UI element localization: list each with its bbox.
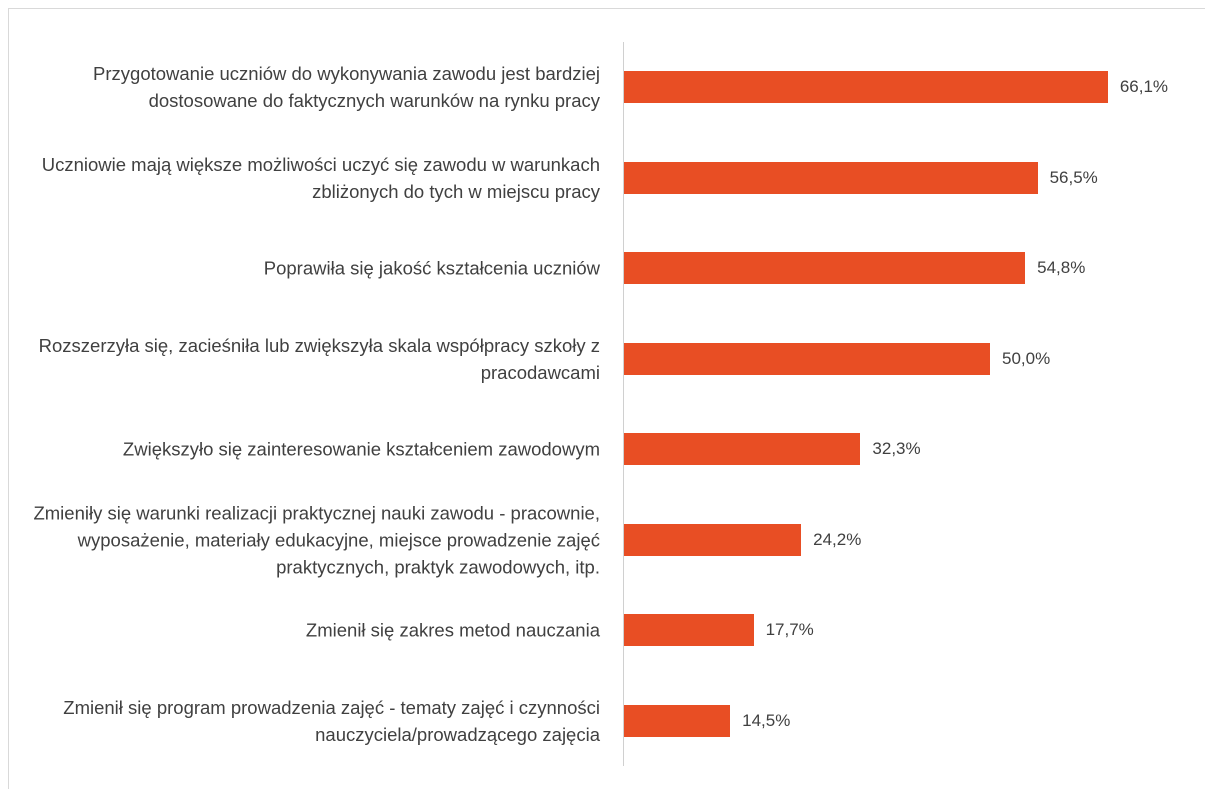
- bar: [624, 704, 731, 737]
- value-label: 14,5%: [742, 710, 791, 730]
- bar: [624, 252, 1026, 284]
- value-label: 24,2%: [813, 529, 862, 549]
- category-label: Rozszerzyła się, zacieśniła lub zwiększy…: [38, 334, 600, 383]
- chart: [8, 8, 1205, 789]
- bar: [624, 433, 861, 465]
- category-axis: [623, 42, 624, 766]
- value-label: 17,7%: [765, 620, 814, 639]
- value-label: 32,3%: [872, 439, 921, 458]
- category-label: Zmienił się program prowadzenia zajęć - …: [63, 696, 600, 745]
- category-label: Zmienił się zakres metod nauczania: [305, 619, 600, 641]
- category-label: Zwiększyło się zainteresowanie kształcen…: [122, 438, 600, 460]
- value-label: 66,1%: [1119, 77, 1169, 96]
- category-label: Poprawiła się jakość kształcenia uczniów: [263, 257, 600, 279]
- bar: [624, 71, 1108, 103]
- category-label: Zmieniły się warunki realizacji praktycz…: [33, 502, 600, 577]
- bar: [624, 614, 754, 646]
- category-label: Uczniowie mają większe możliwości uczyć …: [41, 153, 600, 202]
- category-label: Przygotowanie uczniów do wykonywania zaw…: [93, 63, 600, 111]
- value-label: 56,5%: [1049, 167, 1098, 187]
- bar: [624, 523, 802, 556]
- bar: [624, 342, 990, 375]
- value-label: 50,0%: [1002, 348, 1051, 368]
- value-label: 54,8%: [1037, 258, 1086, 277]
- bar: [624, 161, 1038, 194]
